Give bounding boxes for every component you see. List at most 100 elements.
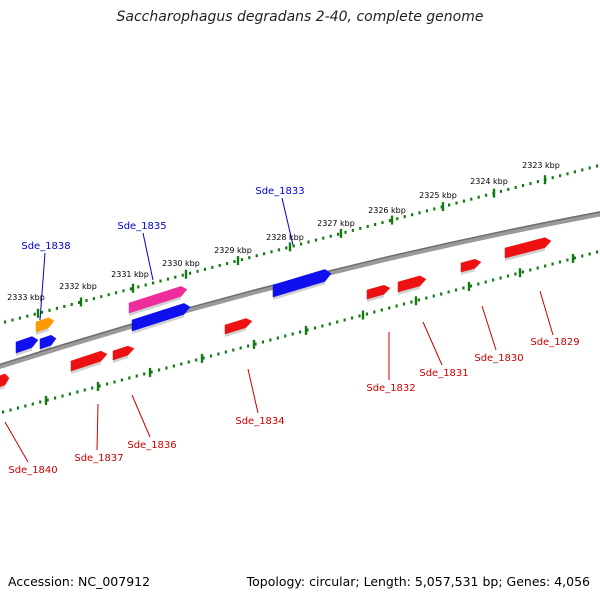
upper-track-minor-tick bbox=[166, 277, 169, 281]
upper-track-minor-tick bbox=[277, 248, 280, 252]
lower-track-minor-tick bbox=[521, 270, 524, 274]
lower-track-minor-tick bbox=[247, 344, 250, 348]
gene-feature-sde-1838[interactable] bbox=[35, 317, 55, 335]
upper-track-major-tick bbox=[36, 308, 40, 318]
gene-label-sde-1830[interactable]: Sde_1830 bbox=[474, 353, 523, 364]
lower-track-minor-tick bbox=[484, 280, 487, 284]
upper-track-minor-tick bbox=[322, 236, 325, 240]
lower-track-minor-tick bbox=[499, 276, 502, 280]
lower-track-minor-tick bbox=[195, 358, 198, 362]
upper-track-major-tick bbox=[390, 215, 394, 225]
lower-track-minor-tick bbox=[157, 368, 161, 372]
gene-feature-sde-1840[interactable] bbox=[0, 373, 10, 391]
lower-track-minor-tick bbox=[187, 360, 190, 364]
upper-track-minor-tick bbox=[551, 176, 554, 180]
leader-line bbox=[39, 252, 46, 321]
gene-feature-sde-1829[interactable] bbox=[504, 237, 552, 261]
genome-summary-label: Topology: circular; Length: 5,057,531 bp… bbox=[246, 574, 590, 589]
gene-feature-sde-1838[interactable] bbox=[15, 336, 39, 356]
lower-track-minor-tick bbox=[462, 286, 465, 290]
scale-label: 2331 kbp bbox=[111, 270, 149, 279]
gene-feature-sde-1836[interactable] bbox=[112, 345, 135, 363]
upper-track-minor-tick bbox=[189, 271, 192, 275]
gene-feature-sde-1831[interactable] bbox=[397, 275, 427, 295]
upper-track-minor-tick bbox=[255, 254, 258, 258]
lower-track-minor-tick bbox=[209, 354, 213, 358]
lower-track-major-tick bbox=[571, 253, 575, 263]
upper-tick-track bbox=[4, 164, 599, 324]
scale-label: 2330 kbp bbox=[162, 259, 200, 268]
lower-track-major-tick bbox=[518, 268, 522, 278]
lower-track-minor-tick bbox=[24, 404, 27, 408]
leader-line bbox=[142, 232, 154, 281]
upper-track-minor-tick bbox=[137, 285, 140, 289]
scale-label: 2333 kbp bbox=[7, 293, 45, 302]
scale-label: 2323 kbp bbox=[522, 161, 560, 170]
lower-track-minor-tick bbox=[343, 318, 346, 322]
gene-feature-sde-1835[interactable] bbox=[128, 286, 188, 316]
gene-label-sde-1836[interactable]: Sde_1836 bbox=[127, 440, 176, 451]
lower-track-minor-tick bbox=[336, 320, 339, 324]
gene-label-sde-1831[interactable]: Sde_1831 bbox=[419, 368, 468, 379]
upper-track-minor-tick bbox=[396, 217, 399, 221]
upper-track-minor-tick bbox=[470, 197, 473, 201]
leader-line bbox=[481, 305, 497, 351]
upper-track-minor-tick bbox=[462, 199, 465, 203]
gene-label-sde-1834[interactable]: Sde_1834 bbox=[235, 416, 284, 427]
gene-label-sde-1832[interactable]: Sde_1832 bbox=[366, 383, 415, 394]
upper-track-minor-tick bbox=[536, 180, 539, 184]
gene-label-sde-1833[interactable]: Sde_1833 bbox=[255, 186, 304, 197]
upper-track-minor-tick bbox=[233, 260, 236, 264]
upper-track-minor-tick bbox=[440, 205, 443, 209]
gene-feature-sde-1832[interactable] bbox=[366, 284, 391, 302]
gene-label-sde-1829[interactable]: Sde_1829 bbox=[530, 337, 579, 348]
leader-line bbox=[4, 421, 29, 463]
lower-track-minor-tick bbox=[61, 394, 64, 398]
lower-track-minor-tick bbox=[477, 282, 480, 286]
upper-track-minor-tick bbox=[337, 232, 340, 236]
leader-line bbox=[96, 403, 99, 451]
lower-track-minor-tick bbox=[135, 374, 138, 378]
lower-track-major-tick bbox=[148, 367, 152, 377]
scale-label: 2324 kbp bbox=[470, 177, 508, 186]
upper-track-minor-tick bbox=[115, 291, 118, 295]
gene-label-sde-1835[interactable]: Sde_1835 bbox=[117, 221, 166, 232]
scale-label: 2326 kbp bbox=[368, 206, 406, 215]
gene-feature-sde-1838[interactable] bbox=[39, 334, 57, 352]
gene-feature-sde-1833[interactable] bbox=[272, 269, 332, 300]
lower-track-minor-tick bbox=[417, 298, 420, 302]
gene-label-sde-1840[interactable]: Sde_1840 bbox=[8, 465, 57, 476]
upper-track-major-tick bbox=[288, 242, 292, 252]
upper-track-minor-tick bbox=[374, 223, 377, 226]
gene-feature-sde-1835[interactable] bbox=[131, 303, 191, 334]
lower-track-minor-tick bbox=[98, 384, 101, 388]
upper-track-minor-tick bbox=[433, 207, 436, 211]
upper-track-minor-tick bbox=[196, 269, 199, 273]
gene-feature-sde-1837[interactable] bbox=[70, 350, 108, 374]
upper-track-minor-tick bbox=[329, 234, 332, 238]
gene-label-sde-1838[interactable]: Sde_1838 bbox=[21, 241, 70, 252]
leader-line bbox=[539, 290, 554, 336]
upper-track-minor-tick bbox=[78, 301, 81, 304]
lower-track-minor-tick bbox=[588, 252, 591, 256]
upper-track-minor-tick bbox=[448, 203, 451, 207]
lower-track-minor-tick bbox=[454, 288, 458, 292]
upper-track-major-tick bbox=[131, 283, 135, 293]
lower-track-major-tick bbox=[200, 353, 204, 363]
upper-track-minor-tick bbox=[499, 189, 502, 193]
lower-track-minor-tick bbox=[306, 328, 309, 332]
upper-track-minor-tick bbox=[344, 230, 347, 234]
upper-track-minor-tick bbox=[285, 246, 288, 250]
lower-track-major-tick bbox=[252, 339, 256, 349]
lower-track-minor-tick bbox=[596, 250, 599, 254]
lower-track-major-tick bbox=[96, 381, 100, 391]
upper-track-minor-tick bbox=[174, 275, 177, 279]
lower-track-minor-tick bbox=[410, 300, 413, 304]
upper-track-minor-tick bbox=[351, 228, 354, 232]
gene-feature-sde-1834[interactable] bbox=[224, 318, 253, 337]
lower-track-major-tick bbox=[414, 296, 418, 306]
lower-track-minor-tick bbox=[217, 352, 220, 356]
gene-label-sde-1837[interactable]: Sde_1837 bbox=[74, 453, 123, 464]
upper-track-major-tick bbox=[236, 256, 240, 266]
gene-feature-sde-1830[interactable] bbox=[460, 258, 482, 275]
